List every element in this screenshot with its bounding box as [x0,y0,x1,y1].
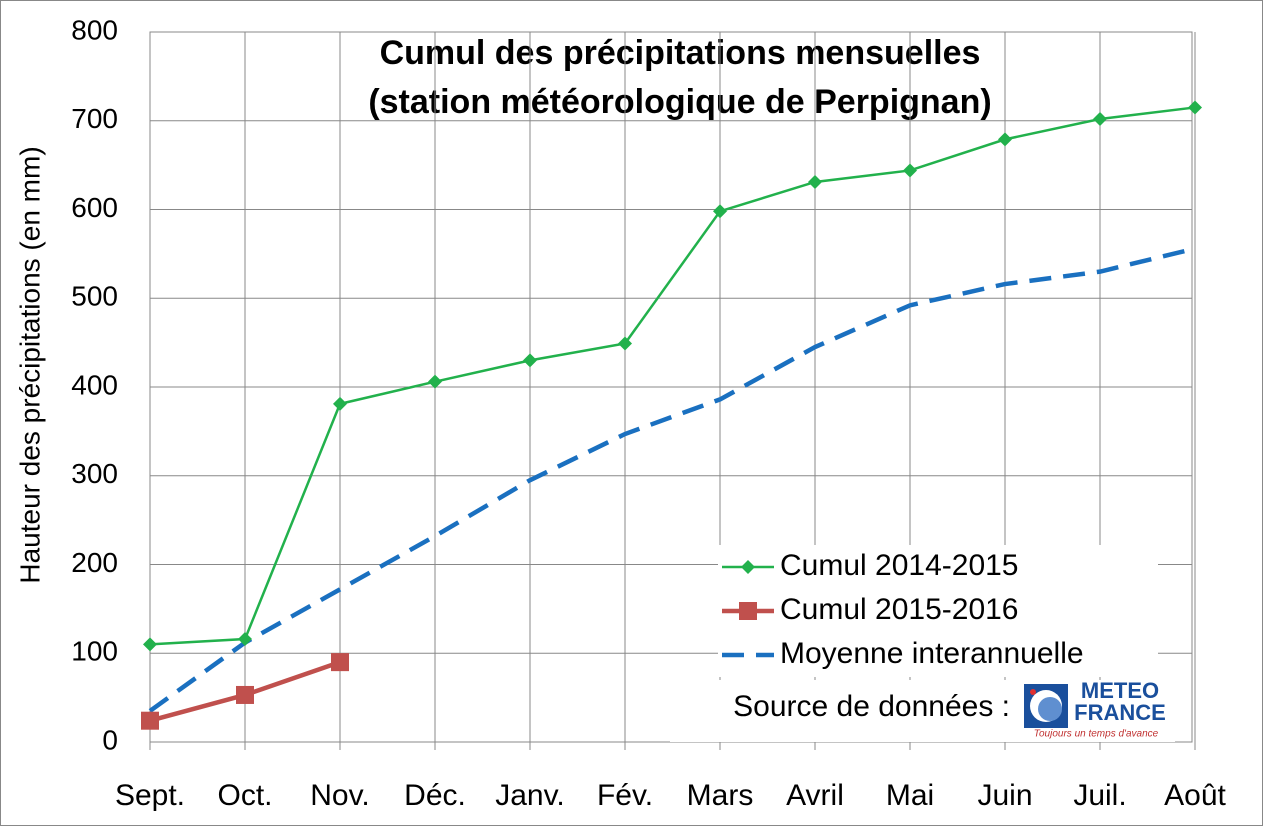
logo-text: METEO [1081,678,1159,703]
marker [713,204,727,219]
y-tick-label: 500 [71,281,118,312]
y-tick-label: 300 [71,458,118,489]
x-tick-label: Juil. [1073,779,1126,812]
logo-text: FRANCE [1074,700,1166,725]
x-tick-label: Nov. [310,779,369,812]
legend-bg [718,589,1158,633]
x-tick-label: Sept. [115,779,185,812]
x-tick-label: Janv. [495,779,564,812]
legend-label: Cumul 2014-2015 [780,549,1019,582]
x-tick-label: Août [1164,779,1226,812]
marker [1093,111,1107,126]
chart-subtitle: (station météorologique de Perpignan) [368,83,991,121]
y-tick-label: 100 [71,636,118,667]
legend-label: Moyenne interannuelle [780,637,1084,670]
marker [1188,100,1202,115]
legend-label: Cumul 2015-2016 [780,593,1019,626]
marker [903,163,917,178]
y-tick-label: 700 [71,103,118,134]
marker [331,653,349,672]
marker [741,560,755,574]
x-tick-label: Fév. [597,779,653,812]
x-tick-label: Avril [786,779,844,812]
x-tick-label: Juin [977,779,1032,812]
source-label: Source de données : [733,690,1010,723]
logo-tagline: Toujours un temps d'avance [1034,729,1159,740]
marker [618,336,632,351]
marker [143,637,157,652]
marker [739,602,757,620]
marker [428,374,442,389]
legend-bg [718,633,1158,677]
x-tick-label: Oct. [217,779,272,812]
y-tick-label: 600 [71,192,118,223]
chart-title: Cumul des précipitations mensuelles [380,34,981,72]
legend-bg [718,545,1158,589]
x-tick-label: Déc. [404,779,466,812]
marker [808,174,822,189]
x-tick-label: Mai [886,779,934,812]
logo-circle [1038,697,1062,721]
marker [141,711,159,730]
y-tick-label: 200 [71,547,118,578]
x-tick-label: Mars [687,779,754,812]
marker [238,632,252,647]
y-tick-label: 400 [71,369,118,400]
marker [236,685,254,704]
marker [333,396,347,411]
marker [523,353,537,368]
y-tick-label: 800 [71,14,118,45]
series-line [149,106,1196,646]
marker [998,132,1012,147]
series-line [148,246,1196,713]
logo-dot [1030,689,1036,695]
y-tick-label: 0 [102,724,118,755]
source-bg [670,680,1175,742]
y-axis-label: Hauteur des précipitations (en mm) [14,146,45,583]
